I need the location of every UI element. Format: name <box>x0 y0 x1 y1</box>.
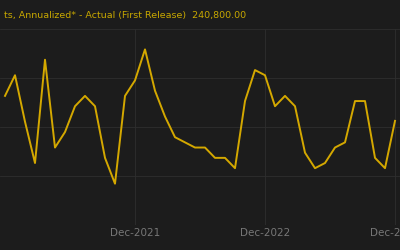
Text: ts, Annualized* - Actual (First Release)  240,800.00: ts, Annualized* - Actual (First Release)… <box>4 11 246 20</box>
